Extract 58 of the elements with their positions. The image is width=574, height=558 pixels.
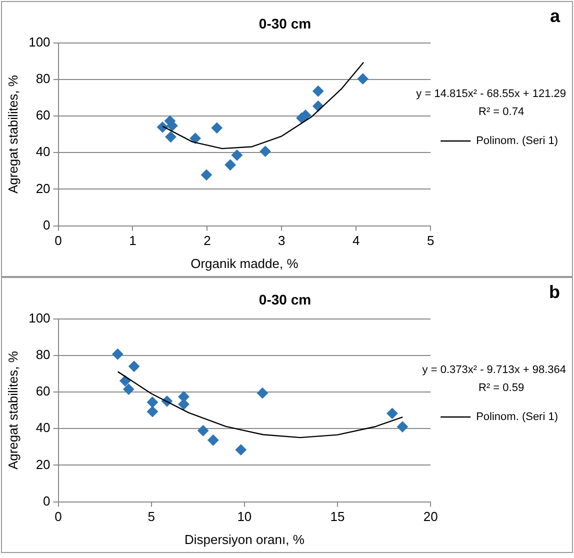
- x-tick-label: 10: [237, 509, 252, 524]
- point: [256, 388, 268, 399]
- point: [260, 146, 271, 157]
- point: [224, 159, 236, 170]
- legend-label: Polinom. (Seri 1): [476, 135, 558, 148]
- y-tick-label: 60: [36, 108, 50, 123]
- x-tick-label: 0: [54, 233, 62, 248]
- x-axis-title: Dispersiyon oranı, %: [184, 532, 305, 547]
- legend-label: Polinom. (Seri 1): [476, 411, 558, 424]
- x-tick-label: 4: [352, 233, 360, 248]
- y-tick-label: 40: [36, 144, 50, 160]
- y-tick-label: 80: [36, 346, 50, 362]
- x-axis-title: Organik madde, %: [190, 256, 299, 271]
- y-tick-label: 60: [36, 384, 50, 399]
- y-tick-label: 100: [28, 34, 50, 50]
- point: [386, 408, 398, 419]
- annotation: y = 0.373x² - 9.713x + 98.364: [422, 364, 566, 376]
- point: [190, 132, 201, 144]
- y-tick-label: 0: [43, 493, 50, 508]
- text: a: [550, 6, 561, 26]
- x-tick-label: 2: [204, 233, 211, 248]
- point: [112, 348, 124, 360]
- x-tick-label: 5: [148, 509, 155, 524]
- point: [146, 396, 158, 408]
- x-tick-label: 15: [330, 509, 345, 524]
- point: [200, 169, 212, 180]
- y-tick-label: 0: [43, 217, 50, 232]
- text: b: [549, 282, 560, 302]
- point: [128, 360, 140, 372]
- point: [198, 425, 209, 436]
- y-tick-label: 20: [36, 180, 50, 196]
- point: [120, 375, 131, 386]
- point: [396, 421, 408, 432]
- point: [357, 73, 368, 84]
- point: [231, 150, 242, 161]
- point: [208, 434, 219, 446]
- chart-title: 0-30 cm: [258, 291, 312, 308]
- point: [123, 384, 134, 395]
- point: [211, 122, 222, 134]
- point: [146, 406, 158, 418]
- x-tick-label: 20: [423, 509, 438, 524]
- y-tick-label: 20: [36, 456, 50, 472]
- text: R² = 0.74: [478, 106, 524, 118]
- point: [312, 86, 324, 97]
- x-tick-label: 1: [129, 233, 136, 248]
- y-tick-label: 40: [36, 420, 50, 436]
- y-axis-title: Agregat stabilites, %: [5, 350, 20, 470]
- y-axis-title: Agregat stabilites, %: [5, 74, 20, 194]
- annotation: y = 14.815x² - 68.55x + 121.29: [416, 88, 566, 100]
- x-tick-label: 3: [278, 233, 286, 248]
- x-tick-label: 5: [426, 233, 434, 248]
- point: [165, 131, 176, 142]
- chart-title: 0-30 cm: [258, 15, 312, 32]
- point: [235, 444, 246, 456]
- y-tick-label: 80: [36, 70, 50, 86]
- x-tick-label: 0: [54, 509, 62, 524]
- text: R² = 0.59: [478, 382, 524, 394]
- y-tick-label: 100: [28, 310, 50, 326]
